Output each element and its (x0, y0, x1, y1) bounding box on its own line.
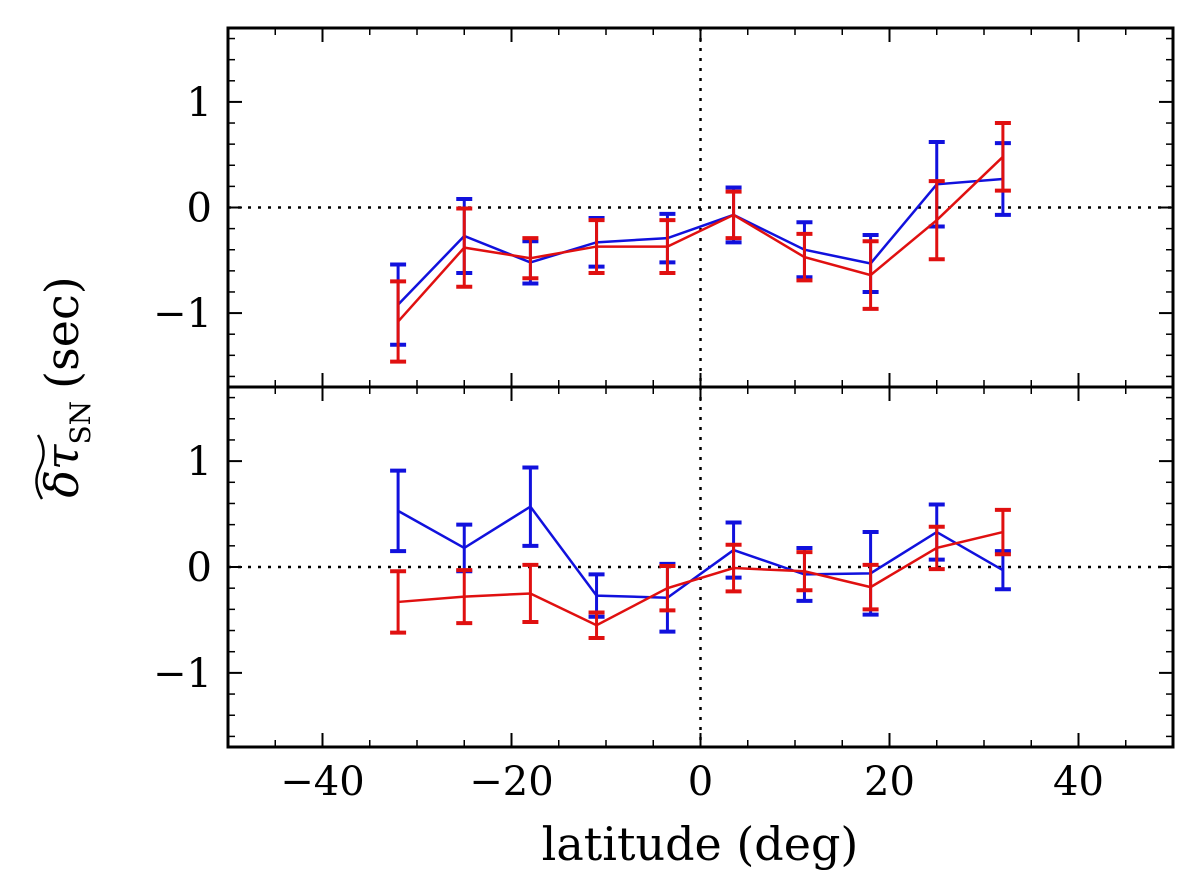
bottom-series-red-errorbar (659, 563, 676, 613)
top-series-red-line (397, 155, 1004, 323)
xtick-label: 0 (688, 759, 713, 805)
svg-text:δτSN(sec): δτSN(sec) (35, 276, 97, 497)
top-series-red-errorbar (928, 179, 945, 262)
top-series-red-errorbar (994, 121, 1011, 193)
bottom-series-blue-errorbar (522, 465, 539, 548)
top-series-red-errorbar (390, 279, 407, 364)
bottom-series-blue-line (397, 504, 1004, 599)
y-axis-tilde (35, 434, 45, 500)
y-axis-subscript: SN (64, 401, 97, 445)
top-series-red-errorbar (522, 236, 539, 281)
bottom-series-red-line (398, 530, 1004, 627)
top-panel: −1 0 1 (153, 26, 1175, 389)
bottom-series-blue-errorbar (994, 549, 1011, 592)
top-ytick-label: −1 (153, 291, 212, 337)
top-series-red-errorbar (796, 231, 813, 283)
bottom-series-red-errorbar (390, 569, 407, 635)
bottom-series-red-errorbar (522, 562, 539, 625)
bottom-series-red-errorbar (796, 550, 813, 593)
bottom-series-red-errorbar (588, 610, 605, 640)
bottom-panel: −1 0 1 (153, 385, 1175, 749)
y-axis-unit: (sec) (35, 276, 89, 388)
bottom-frame (226, 385, 1175, 749)
top-series-red-errorbar (456, 206, 473, 289)
xtick-label: 20 (864, 759, 915, 805)
top-series-red-errorbar (862, 239, 879, 311)
x-tick-labels: −40 −20 0 20 40 (280, 759, 1104, 805)
top-series-red-errorbar (659, 218, 676, 275)
bottom-series-red-errorbar (928, 524, 945, 572)
xtick-label: −20 (469, 759, 553, 805)
bottom-series-blue-errorbar (456, 522, 473, 574)
bottom-series-red-errorbar (994, 507, 1011, 557)
top-ytick-label: 1 (187, 80, 212, 126)
top-series-red-errorbar (588, 218, 605, 275)
bottom-ytick-label: −1 (153, 651, 212, 697)
x-axis-label: latitude (deg) (542, 817, 859, 871)
xtick-label: −40 (280, 759, 364, 805)
xtick-label: 40 (1053, 759, 1104, 805)
bottom-series-red-errorbar (725, 542, 742, 594)
bottom-ytick-label: 1 (187, 439, 212, 485)
top-ytick-label: 0 (187, 186, 212, 232)
top-series-blue-line (397, 177, 1003, 306)
top-series-red-errorbar (725, 189, 742, 241)
bottom-series-red-errorbar (862, 562, 879, 612)
y-axis-label: δτSN(sec) (35, 276, 97, 500)
bottom-ytick-label: 0 (187, 545, 212, 591)
bottom-series-red-errorbar (456, 568, 473, 626)
bottom-series-blue-errorbar (390, 468, 407, 554)
